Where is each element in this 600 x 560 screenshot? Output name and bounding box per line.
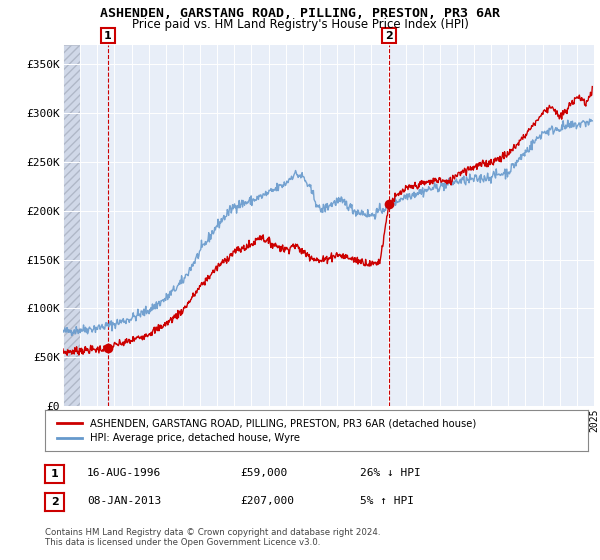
Text: £207,000: £207,000 — [240, 496, 294, 506]
Text: 1: 1 — [104, 31, 112, 41]
Bar — [63, 45, 80, 406]
Text: Price paid vs. HM Land Registry's House Price Index (HPI): Price paid vs. HM Land Registry's House … — [131, 18, 469, 31]
Text: 1: 1 — [51, 469, 58, 479]
Text: 16-AUG-1996: 16-AUG-1996 — [87, 468, 161, 478]
Text: 08-JAN-2013: 08-JAN-2013 — [87, 496, 161, 506]
Text: Contains HM Land Registry data © Crown copyright and database right 2024.
This d: Contains HM Land Registry data © Crown c… — [45, 528, 380, 547]
Text: 5% ↑ HPI: 5% ↑ HPI — [360, 496, 414, 506]
Text: £59,000: £59,000 — [240, 468, 287, 478]
Text: 26% ↓ HPI: 26% ↓ HPI — [360, 468, 421, 478]
Text: 2: 2 — [51, 497, 58, 507]
Legend: ASHENDEN, GARSTANG ROAD, PILLING, PRESTON, PR3 6AR (detached house), HPI: Averag: ASHENDEN, GARSTANG ROAD, PILLING, PRESTO… — [53, 414, 480, 447]
Text: ASHENDEN, GARSTANG ROAD, PILLING, PRESTON, PR3 6AR: ASHENDEN, GARSTANG ROAD, PILLING, PRESTO… — [100, 7, 500, 20]
Text: 2: 2 — [385, 31, 393, 41]
